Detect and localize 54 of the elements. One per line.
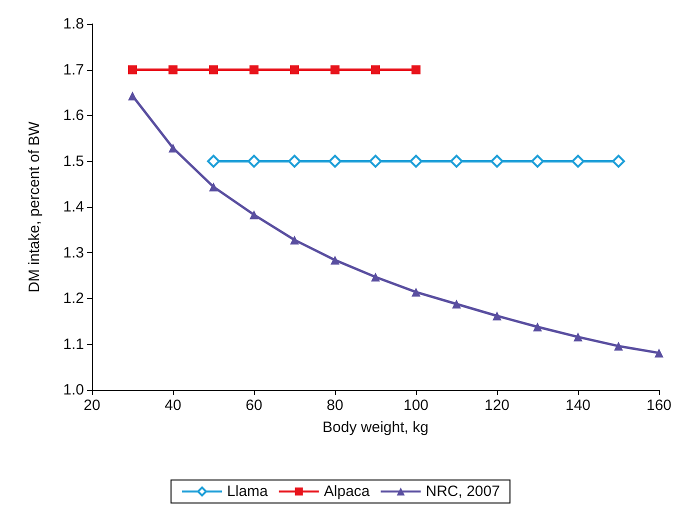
point <box>614 342 623 351</box>
point <box>371 65 380 74</box>
x-tick-label: 120 <box>484 397 510 414</box>
point <box>371 272 380 282</box>
point <box>128 65 137 74</box>
point <box>452 299 461 308</box>
point <box>330 256 340 265</box>
point <box>250 210 258 220</box>
point <box>531 154 544 168</box>
x-tick-label: 100 <box>403 397 429 414</box>
y-tick-label: 1.1 <box>63 336 84 353</box>
x-tick-label: 40 <box>164 397 182 414</box>
point <box>290 235 299 244</box>
x-tick-label: 20 <box>84 397 100 414</box>
y-tick-label: 1.8 <box>63 16 84 32</box>
point <box>328 154 342 168</box>
point <box>572 154 584 168</box>
x-tick-label: 80 <box>326 397 344 414</box>
legend-label: Llama <box>227 483 269 500</box>
point <box>207 154 220 168</box>
y-tick-label: 1.2 <box>63 290 84 307</box>
point <box>412 288 420 297</box>
y-tick-label: 1.7 <box>63 61 84 78</box>
point <box>410 154 422 168</box>
point <box>250 65 258 74</box>
y-tick-label: 1.5 <box>63 152 84 170</box>
point <box>450 154 463 168</box>
legend-label: Alpaca <box>324 483 370 500</box>
legend-label: NRC, 2007 <box>426 483 500 500</box>
y-axis-title: DM intake, percent of BW <box>26 120 43 292</box>
point <box>168 65 178 74</box>
x-axis-title: Body weight, kg <box>322 419 428 436</box>
point <box>412 65 420 74</box>
point <box>492 311 502 320</box>
point <box>288 154 301 168</box>
x-tick-label: 160 <box>646 397 672 414</box>
point <box>612 154 625 168</box>
x-tick-label: 60 <box>246 397 262 414</box>
point <box>209 65 218 74</box>
point <box>290 65 299 74</box>
x-tick-label: 140 <box>565 397 591 414</box>
point <box>369 154 382 168</box>
y-tick-label: 1.3 <box>63 244 84 262</box>
point <box>574 332 582 342</box>
point <box>654 348 664 358</box>
y-tick-label: 1.0 <box>63 382 84 398</box>
point <box>330 65 340 74</box>
y-tick-label: 1.6 <box>63 107 84 124</box>
point <box>128 91 137 100</box>
point <box>248 154 260 168</box>
point <box>490 154 504 168</box>
y-tick-label: 1.4 <box>63 198 84 216</box>
point <box>209 182 218 192</box>
point <box>533 322 542 332</box>
